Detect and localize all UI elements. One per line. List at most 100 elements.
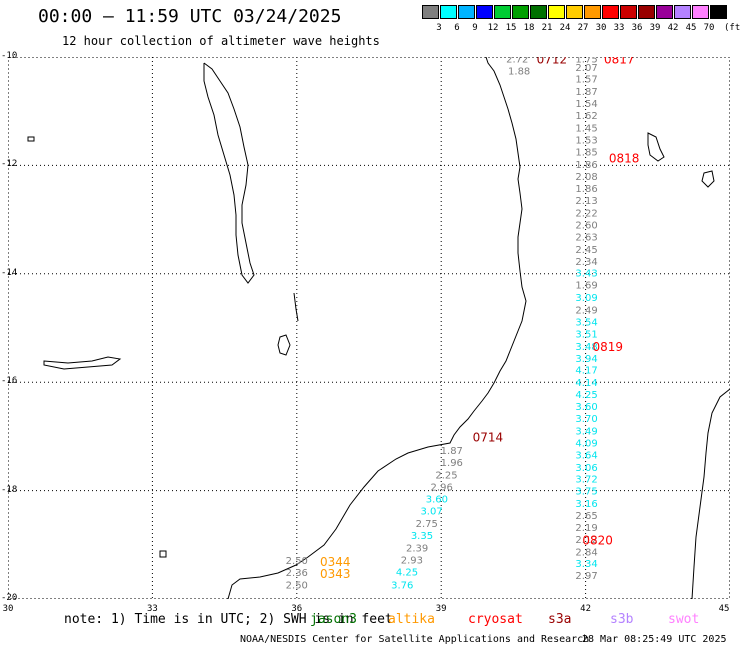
wave-height-value: 2.63 [575, 232, 597, 243]
wave-height-value: 4.14 [575, 378, 597, 389]
wave-height-value: 2.50 [286, 580, 308, 591]
islet-3 [293, 292, 299, 322]
wave-height-value: 1.87 [441, 446, 463, 457]
color-scale-label: 27 [577, 23, 589, 33]
latitude-tick-label: -14 [1, 267, 18, 278]
color-swatch [692, 5, 709, 19]
color-scale-label: 33 [613, 23, 625, 33]
comoros-island [647, 132, 665, 162]
wave-height-value: 2.50 [286, 556, 308, 567]
wave-height-value: 2.13 [575, 196, 597, 207]
wave-height-value: 2.93 [401, 555, 423, 566]
wave-height-value: 2.39 [406, 544, 428, 555]
wave-height-value: 3.49 [575, 426, 597, 437]
color-swatch [422, 5, 439, 19]
wave-height-value: 4.09 [575, 438, 597, 449]
wave-height-value: 2.84 [575, 547, 597, 558]
chart-title: 00:00 – 11:59 UTC 03/24/2025 [38, 6, 342, 27]
coastline [27, 57, 730, 599]
color-scale-label: 6 [454, 23, 460, 33]
wave-height-value: 3.70 [575, 414, 597, 425]
wave-height-value: 2.72 [506, 57, 528, 66]
pass-time-label: 0714 [473, 430, 504, 444]
wave-height-value: 3.60 [426, 495, 448, 506]
wave-height-value: 3.54 [575, 317, 597, 328]
color-swatch [710, 5, 727, 19]
longitude-tick-label: 33 [146, 604, 158, 614]
wave-height-value: 1.54 [575, 99, 597, 110]
wave-height-value: 4.25 [575, 390, 597, 401]
color-swatch [656, 5, 673, 19]
wave-height-value: 3.75 [575, 487, 597, 498]
wave-height-value: 2.34 [575, 257, 597, 268]
wave-height-value: 3.64 [575, 450, 597, 461]
color-swatch [494, 5, 511, 19]
latitude-tick-label: -10 [1, 51, 18, 61]
color-scale-label: 70 [703, 23, 715, 33]
color-scale-label: 30 [595, 23, 607, 33]
color-scale-label: 36 [631, 23, 643, 33]
lake-malawi [203, 62, 255, 284]
wave-height-map: 2.721.881.752.071.571.871.541.621.451.53… [8, 57, 730, 599]
legend-entry-cryosat: cryosat [468, 612, 523, 627]
color-scale-label: 39 [649, 23, 661, 33]
color-scale-unit: (ft) [724, 23, 740, 33]
wave-height-value: 3.06 [575, 463, 597, 474]
wave-height-value: 3.34 [575, 559, 597, 570]
color-swatch [638, 5, 655, 19]
color-scale-label: 42 [667, 23, 679, 33]
lake-kariba [43, 356, 122, 370]
longitude-tick-label: 36 [291, 604, 303, 614]
wave-height-value: 1.86 [575, 184, 597, 195]
color-scale-label: 9 [472, 23, 478, 33]
longitude-tick-label: 39 [435, 604, 447, 614]
wave-height-value: 3.07 [420, 507, 442, 518]
longitude-tick-label: 45 [718, 604, 730, 614]
islet-2 [27, 136, 35, 142]
wave-height-value: 1.88 [508, 67, 530, 78]
islet-1 [159, 550, 167, 558]
wave-height-value: 2.19 [575, 523, 597, 534]
color-scale-label: 15 [505, 23, 517, 33]
pass-time-label: 0344 [320, 555, 351, 569]
wave-height-value: 2.12 [575, 535, 597, 546]
map-frame [8, 57, 730, 599]
legend-entry-s3b: s3b [610, 612, 634, 627]
longitude-tick-label: 42 [580, 604, 592, 614]
color-swatch [512, 5, 529, 19]
wave-height-value: 1.96 [441, 458, 463, 469]
wave-height-value: 2.97 [575, 571, 597, 582]
wave-height-value: 1.75 [575, 57, 597, 66]
legend-entry-swot: swot [668, 612, 700, 627]
comoros-island-small [701, 170, 715, 188]
color-swatch [458, 5, 475, 19]
wave-height-value: 4.17 [575, 366, 597, 377]
color-scale-label: 21 [541, 23, 553, 33]
color-scale-label: 45 [685, 23, 697, 33]
wave-height-value: 3.48 [575, 342, 597, 353]
wave-height-value: 3.72 [575, 475, 597, 486]
legend-entry-altika: altika [388, 612, 435, 627]
wave-height-value: 2.07 [575, 63, 597, 74]
wave-height-value: 2.96 [431, 482, 453, 493]
pass-time-label: 0343 [320, 567, 351, 581]
wave-height-value: 3.51 [575, 329, 597, 340]
color-swatch [620, 5, 637, 19]
pass-time-label: 0817 [604, 57, 635, 67]
pass-time-label: 0818 [609, 151, 640, 165]
color-swatch [602, 5, 619, 19]
wave-height-value: 4.25 [396, 567, 418, 578]
color-swatch [440, 5, 457, 19]
color-swatch [476, 5, 493, 19]
color-scale-label: 12 [487, 23, 499, 33]
wave-height-value: 2.25 [435, 470, 457, 481]
wave-height-value: 1.86 [575, 160, 597, 171]
wave-height-value: 2.22 [575, 209, 597, 220]
wave-height-value: 2.65 [575, 511, 597, 522]
wave-height-value: 2.60 [575, 220, 597, 231]
wave-height-observations: 2.721.881.752.071.571.871.541.621.451.53… [286, 57, 598, 591]
color-swatch [584, 5, 601, 19]
lake-chilwa [277, 334, 291, 356]
latitude-tick-label: -12 [1, 159, 18, 170]
